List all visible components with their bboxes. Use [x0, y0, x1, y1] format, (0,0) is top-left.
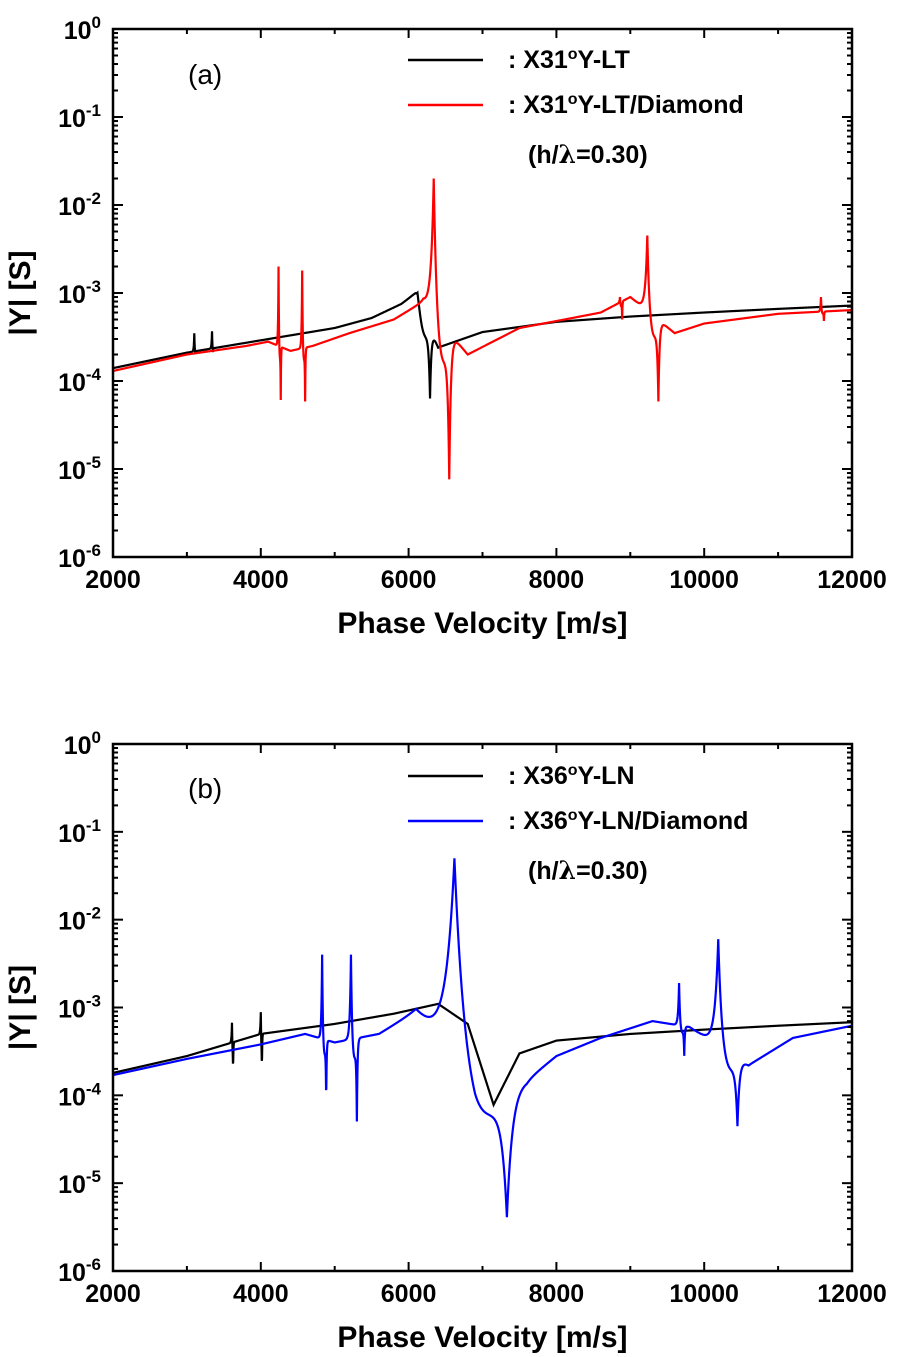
x-tick-label: 12000: [817, 1280, 887, 1308]
x-tick-label: 8000: [529, 1280, 585, 1308]
y-tick-label: 10-1: [58, 816, 101, 848]
legend-note: (h/λ=0.30): [528, 140, 648, 169]
chart-panel-b: 2000 4000 6000 8000 10000 12000 100 10-1 10-2 10-…: [4, 728, 887, 1354]
legend: : X31oY-LT : X31oY-LT/Diamond (h/λ=0.30): [408, 46, 744, 169]
x-tick-label: 6000: [381, 566, 437, 594]
y-tick-label: 10-3: [58, 277, 101, 309]
legend-label-0: : X31oY-LT: [508, 46, 630, 74]
panel-label: (b): [188, 773, 222, 804]
y-axis-label: |Y| [S]: [4, 250, 37, 335]
x-tick-label: 4000: [233, 1280, 289, 1308]
legend: : X36oY-LN : X36oY-LN/Diamond (h/λ=0.30): [408, 762, 748, 885]
x-tick-label: 10000: [669, 1280, 739, 1308]
series-group: [113, 858, 852, 1218]
y-axis-label: |Y| [S]: [4, 965, 37, 1050]
legend-note: (h/λ=0.30): [528, 856, 648, 885]
y-tick-label: 10-5: [58, 1167, 101, 1199]
legend-label-1: : X31oY-LT/Diamond: [508, 91, 744, 119]
y-tick-label: 10-2: [58, 904, 101, 936]
y-tick-label: 10-6: [58, 1255, 101, 1287]
x-axis-label: Phase Velocity [m/s]: [337, 1321, 627, 1354]
legend-label-0: : X36oY-LN: [508, 762, 635, 790]
x-tick-label: 12000: [817, 566, 887, 594]
chart-panel-a: 2000 4000 6000 8000 10000 12000 100 10-1 10-2 10-…: [4, 13, 887, 640]
series-line-1: [113, 858, 852, 1218]
y-tick-label: 10-4: [58, 1079, 101, 1111]
legend-label-1: : X36oY-LN/Diamond: [508, 807, 748, 835]
y-tick-label: 10-1: [58, 101, 101, 133]
series-line-0: [113, 290, 852, 399]
series-line-0: [113, 1002, 852, 1108]
x-tick-label: 10000: [669, 566, 739, 594]
x-tick-label: 6000: [381, 1280, 437, 1308]
panel-label: (a): [188, 59, 222, 90]
y-tick-label: 10-5: [58, 453, 101, 485]
series-group: [113, 178, 852, 480]
x-tick-label: 4000: [233, 566, 289, 594]
x-axis-label: Phase Velocity [m/s]: [337, 607, 627, 640]
y-tick-label: 10-6: [58, 541, 101, 573]
y-tick-label: 100: [64, 13, 101, 45]
y-tick-label: 10-4: [58, 365, 101, 397]
x-tick-label: 2000: [85, 566, 141, 594]
y-tick-label: 100: [64, 728, 101, 760]
y-tick-label: 10-2: [58, 189, 101, 221]
x-tick-label: 2000: [85, 1280, 141, 1308]
series-line-1: [113, 178, 852, 480]
x-tick-label: 8000: [529, 566, 585, 594]
y-tick-label: 10-3: [58, 992, 101, 1024]
